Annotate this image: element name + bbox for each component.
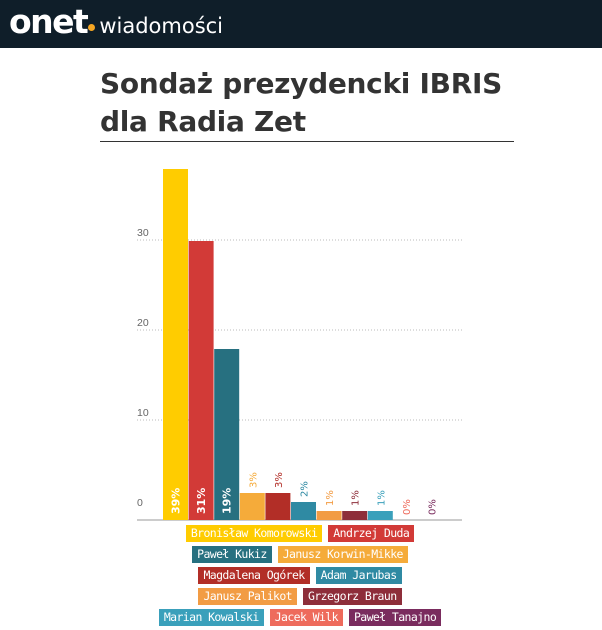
bar bbox=[342, 511, 368, 520]
bar bbox=[188, 241, 214, 520]
y-tick-label: 30 bbox=[137, 227, 149, 239]
data-label: 1% bbox=[351, 490, 362, 506]
title-divider bbox=[100, 141, 514, 142]
data-label: 31% bbox=[195, 488, 208, 514]
legend-item: Paweł Kukiz bbox=[192, 546, 272, 563]
data-label: 3% bbox=[274, 472, 285, 488]
chart-title: Sondaż prezydencki IBRIS dla Radia Zet bbox=[100, 67, 502, 138]
legend-item: Grzegorz Braun bbox=[303, 588, 402, 605]
data-label: 3% bbox=[248, 472, 259, 488]
bar bbox=[265, 493, 291, 520]
bar bbox=[367, 511, 393, 520]
data-label: 39% bbox=[170, 488, 183, 514]
data-label: 1% bbox=[325, 490, 336, 506]
bar bbox=[316, 511, 342, 520]
legend-item: Janusz Korwin-Mikke bbox=[277, 546, 408, 563]
legend-item: Adam Jarubas bbox=[315, 567, 402, 584]
onet-logo: onet bbox=[9, 2, 89, 41]
legend-item: Janusz Palikot bbox=[198, 588, 297, 605]
y-tick-label: 20 bbox=[137, 317, 149, 329]
data-label: 0% bbox=[428, 499, 439, 515]
chart-legend: Bronisław Komorowski Andrzej Duda Paweł Ku… bbox=[150, 525, 450, 626]
legend-item: Bronisław Komorowski bbox=[185, 525, 323, 542]
top-navigation-bar: onet wiadomości bbox=[0, 0, 602, 48]
logo-dot-icon bbox=[88, 24, 96, 31]
legend-item: Magdalena Ogórek bbox=[198, 567, 310, 584]
legend-item: Paweł Tanajno bbox=[348, 609, 442, 626]
legend-item: Andrzej Duda bbox=[328, 525, 415, 542]
bar bbox=[291, 502, 316, 520]
legend-item: Jacek Wilk bbox=[269, 609, 343, 626]
bar bbox=[214, 349, 240, 520]
bar bbox=[163, 169, 188, 520]
y-tick-label: 0 bbox=[137, 497, 143, 509]
y-tick-label: 10 bbox=[137, 407, 149, 419]
legend-item: Marian Kowalski bbox=[158, 609, 264, 626]
data-label: 1% bbox=[376, 490, 387, 506]
section-name[interactable]: wiadomości bbox=[99, 14, 224, 38]
bar bbox=[239, 493, 265, 520]
brand-logo[interactable]: onet wiadomości bbox=[9, 2, 223, 42]
bar-chart: 0 10 20 30 39% 31% 19% 3% 3% 2% 1% 1% 1% 0% 0% bbox=[137, 169, 462, 521]
data-label: 19% bbox=[221, 488, 234, 514]
data-label: 2% bbox=[300, 481, 311, 497]
data-label: 0% bbox=[402, 499, 413, 515]
